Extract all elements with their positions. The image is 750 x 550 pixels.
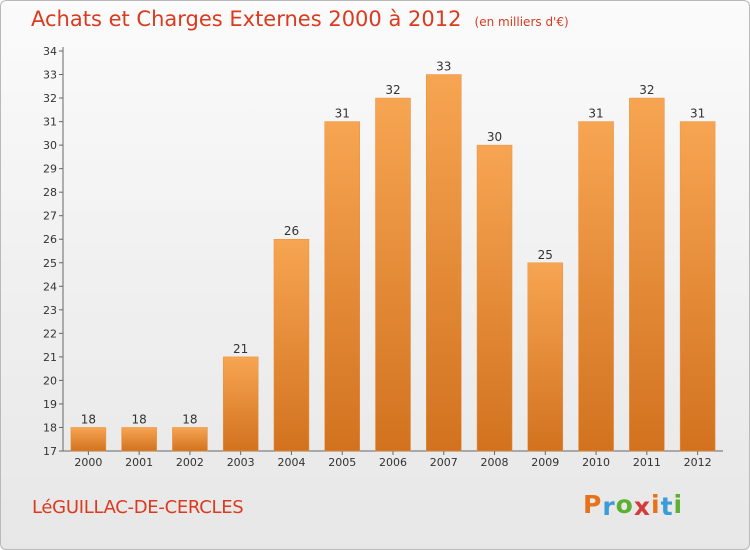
bar-value-label: 30	[487, 130, 502, 144]
bar	[172, 427, 208, 452]
logo-letter: i	[673, 490, 684, 519]
x-tick-label: 2004	[277, 456, 305, 469]
y-tick-label: 31	[43, 116, 57, 129]
y-tick-label: 25	[43, 257, 57, 270]
y-tick-label: 24	[43, 280, 57, 293]
bar-value-label: 21	[233, 342, 248, 356]
y-tick-label: 17	[43, 445, 57, 458]
bar-value-label: 18	[182, 412, 197, 426]
x-tick-label: 2010	[582, 456, 610, 469]
y-tick-label: 21	[43, 351, 57, 364]
bar-value-label: 26	[284, 224, 299, 238]
bar	[121, 427, 157, 452]
x-tick-label: 2012	[684, 456, 712, 469]
bar-value-label: 32	[385, 83, 400, 97]
bar	[629, 97, 665, 452]
chart-title: Achats et Charges Externes 2000 à 2012	[31, 7, 462, 31]
y-tick-label: 30	[43, 139, 57, 152]
bar	[426, 74, 462, 452]
bar	[578, 121, 614, 452]
logo-letter: P	[583, 490, 603, 519]
bar-value-label: 32	[639, 83, 654, 97]
y-tick-label: 27	[43, 210, 57, 223]
bar	[273, 238, 310, 452]
bars	[70, 74, 716, 452]
bar-value-label: 31	[690, 107, 705, 121]
y-tick-label: 18	[43, 421, 57, 434]
bar-value-label: 18	[81, 412, 96, 426]
bar	[527, 262, 564, 452]
bar-value-label: 31	[335, 107, 350, 121]
title-row: Achats et Charges Externes 2000 à 2012 (…	[31, 7, 569, 31]
x-tick-label: 2002	[176, 456, 204, 469]
y-axis: 17 18 19 20 21 22 23 24 25 26 27 28 29 30 31 32 33 34	[43, 45, 64, 458]
data-labels: 18 18 18 21 26 31 32 33 30 25 31 32 31	[81, 60, 706, 427]
x-tick-label: 2006	[379, 456, 407, 469]
x-axis: 2000 2001 2002 2003 2004 2005 2006 2007 2008 2009…	[63, 450, 723, 469]
bar-value-label: 25	[538, 248, 553, 262]
x-tick-label: 2011	[633, 456, 661, 469]
bar	[324, 121, 360, 452]
y-tick-label: 20	[43, 374, 57, 387]
x-tick-label: 2005	[328, 456, 356, 469]
x-tick-label: 2000	[74, 456, 102, 469]
commune-name: LéGUILLAC-DE-CERCLES	[32, 497, 244, 518]
y-tick-label: 23	[43, 304, 57, 317]
y-tick-label: 22	[43, 327, 57, 340]
bar	[679, 121, 716, 452]
logo-letter: o	[615, 490, 634, 519]
y-tick-label: 28	[43, 186, 57, 199]
x-tick-label: 2008	[481, 456, 509, 469]
bar	[70, 427, 107, 452]
y-tick-label: 19	[43, 398, 57, 411]
proxiti-logo[interactable]: Proxiti	[583, 490, 684, 521]
logo-letter: i	[651, 490, 661, 519]
x-tick-label: 2007	[430, 456, 458, 469]
y-tick-label: 32	[43, 92, 57, 105]
bar-value-label: 33	[436, 60, 451, 74]
bar	[222, 356, 259, 452]
logo-letter: t	[660, 492, 674, 521]
logo-letter: x	[633, 492, 651, 521]
y-tick-label: 29	[43, 163, 57, 176]
bar	[375, 97, 411, 452]
x-tick-label: 2001	[125, 456, 153, 469]
bar	[476, 144, 513, 452]
y-tick-label: 34	[43, 45, 57, 58]
bar-value-label: 31	[588, 107, 603, 121]
x-tick-label: 2009	[531, 456, 559, 469]
y-tick-label: 26	[43, 233, 57, 246]
bar-value-label: 18	[132, 412, 147, 426]
x-tick-label: 2003	[227, 456, 255, 469]
logo-letter: r	[602, 492, 616, 521]
chart-subtitle: (en milliers d'€)	[474, 15, 569, 29]
y-tick-label: 33	[43, 69, 57, 82]
